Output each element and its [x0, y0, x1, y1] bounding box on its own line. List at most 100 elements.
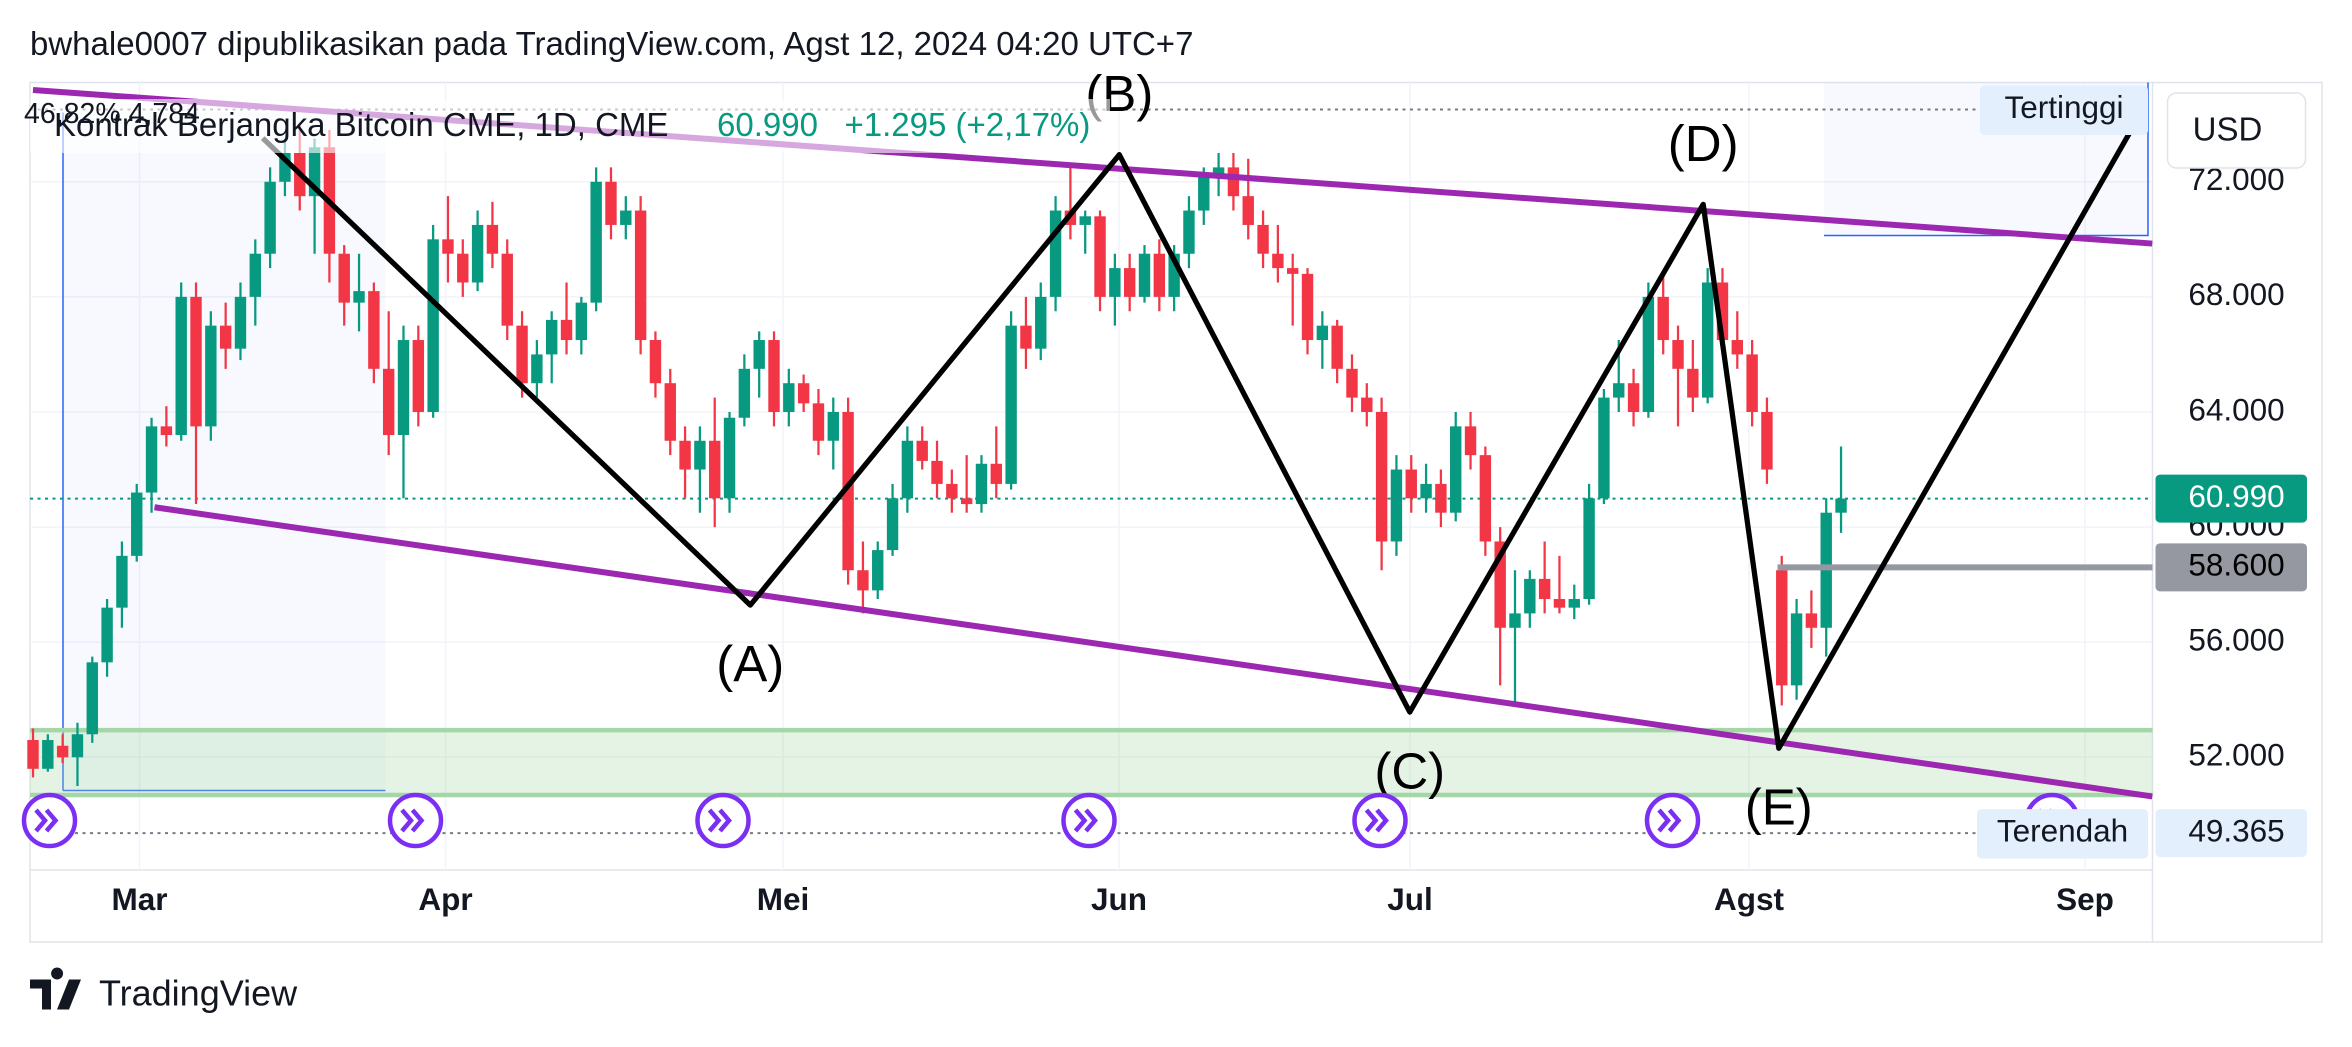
- candle-body: [1464, 426, 1477, 456]
- candle-body: [145, 426, 158, 493]
- event-arrow: [707, 808, 732, 833]
- candle-body: [1494, 541, 1506, 628]
- low-tag: 49.365: [2188, 812, 2284, 848]
- candle-body: [649, 340, 662, 384]
- candle-body: [1212, 167, 1225, 177]
- header: bwhale0007 dipublikasikan pada TradingVi…: [30, 25, 1193, 62]
- candle-body: [827, 411, 839, 441]
- y-tick-label: 68.000: [2188, 276, 2284, 312]
- candle-body: [1390, 469, 1403, 542]
- legend-price: 60.990: [717, 106, 818, 143]
- currency-button[interactable]: [2166, 92, 2307, 169]
- y-tick-label: 56.000: [2188, 622, 2284, 658]
- candle-body: [486, 224, 499, 254]
- candle-body: [1731, 340, 1743, 355]
- candle-body: [1331, 325, 1343, 369]
- candle-body: [753, 340, 765, 369]
- x-tick-label: Mar: [111, 881, 167, 917]
- candle-body: [1672, 340, 1684, 369]
- candle-body: [886, 498, 899, 551]
- candle-body: [1642, 296, 1655, 412]
- candle-body: [1479, 455, 1492, 542]
- x-tick-label: Apr: [418, 881, 472, 917]
- candle-body: [634, 210, 647, 341]
- candle-body: [1568, 599, 1580, 608]
- logo: [30, 967, 81, 1010]
- candle-body: [620, 210, 632, 225]
- wave-label: (A): [716, 636, 784, 693]
- candle-body: [1346, 368, 1358, 398]
- wave-label: (D): [1668, 115, 1739, 172]
- candle-body: [427, 239, 439, 412]
- candle-body: [501, 253, 513, 326]
- event-icon: [1644, 792, 1701, 849]
- candle-body: [1524, 578, 1536, 614]
- candle-body: [71, 734, 84, 758]
- candle-body: [397, 340, 410, 435]
- candle-body: [1420, 483, 1432, 499]
- candle-body: [546, 319, 558, 355]
- last-price-tag: 60.990: [2188, 478, 2284, 514]
- candle-body: [1598, 397, 1610, 499]
- high-label: Tertinggi: [2004, 89, 2123, 125]
- candle-body: [234, 296, 247, 349]
- candle-body: [975, 463, 988, 505]
- candle-body: [575, 302, 588, 341]
- event-arrow: [1364, 808, 1389, 833]
- x-tick-label: Jun: [1091, 881, 1147, 917]
- candle-body: [27, 740, 39, 769]
- candle-body: [1287, 268, 1299, 274]
- candle-body: [1094, 216, 1106, 297]
- x-tick-label: Agst: [1714, 881, 1785, 917]
- measure-outline: [62, 112, 386, 792]
- currency: USD: [2193, 111, 2263, 148]
- candle-body: [1405, 469, 1417, 499]
- candle-body: [590, 181, 602, 303]
- event-arrow: [1657, 808, 1682, 833]
- wave-label: (E): [1745, 779, 1813, 836]
- candle-body: [471, 224, 484, 283]
- level-tag: 58.600: [2188, 547, 2284, 583]
- candle-body: [1509, 613, 1521, 628]
- candle-body: [1035, 296, 1047, 349]
- event-icon: [1352, 792, 1408, 849]
- candle-body: [160, 426, 173, 435]
- event-icon: [21, 792, 78, 849]
- candle-body: [1257, 224, 1269, 254]
- candle-body: [1079, 216, 1091, 225]
- candle-body: [1701, 282, 1714, 398]
- candle-body: [516, 325, 528, 384]
- candle-body: [916, 440, 928, 461]
- candle-body: [1138, 253, 1151, 297]
- high-label-box: [1980, 85, 2148, 135]
- candle-body: [560, 319, 573, 341]
- y-tick-label: 52.000: [2188, 737, 2284, 773]
- candle-body: [1198, 176, 1210, 211]
- candle-body: [1450, 426, 1462, 513]
- candle-body: [1227, 167, 1240, 197]
- candle-body: [1272, 253, 1284, 269]
- low-label: Terendah: [1997, 812, 2128, 848]
- candle-body: [723, 417, 736, 499]
- candle-body: [1361, 397, 1373, 412]
- candle-body: [946, 483, 958, 499]
- candle-body: [1005, 325, 1017, 484]
- event-icon: [1061, 792, 1117, 849]
- candle-body: [1242, 196, 1254, 225]
- candle-body: [1301, 273, 1314, 341]
- candle-body: [412, 340, 425, 412]
- x-tick-label: Mei: [757, 881, 810, 917]
- measure-box: [63, 112, 386, 791]
- candle-body: [1687, 368, 1699, 398]
- candle-body: [960, 498, 973, 505]
- event-arrow: [400, 808, 425, 833]
- candle-body: [605, 181, 617, 225]
- level-tag-box: [2155, 543, 2307, 592]
- candle-body: [990, 463, 1002, 484]
- candle-body: [353, 291, 365, 303]
- candle-body: [768, 340, 780, 412]
- candle-body: [1746, 354, 1758, 412]
- support-zone: [30, 730, 2153, 795]
- wave-label: (C): [1374, 743, 1445, 800]
